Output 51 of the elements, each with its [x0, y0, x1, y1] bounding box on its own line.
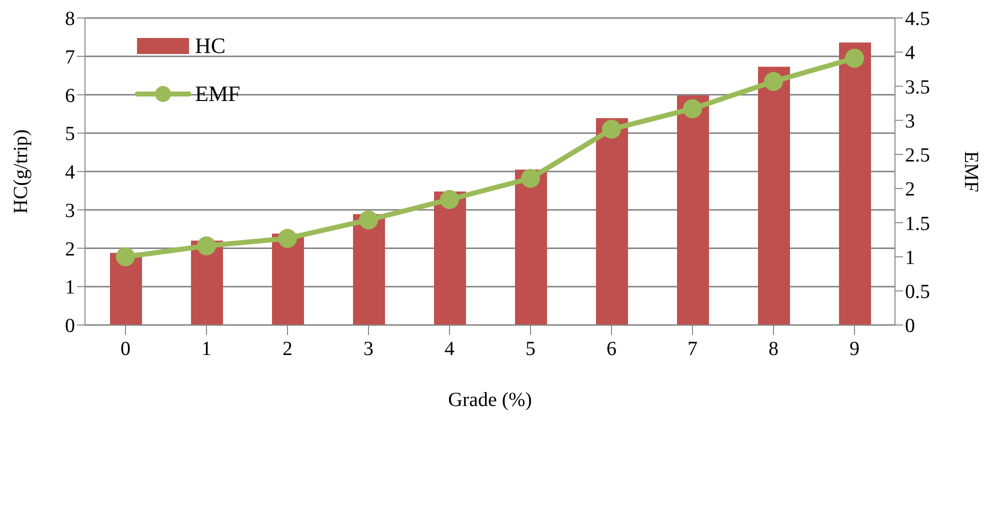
x-tick-label: 6	[606, 338, 616, 360]
bar	[596, 118, 628, 325]
x-tick-label: 2	[282, 338, 292, 360]
point	[521, 168, 540, 188]
y2-tick-label: 3	[905, 110, 915, 132]
point	[359, 210, 378, 230]
x-tick-label: 7	[688, 338, 698, 360]
point	[602, 120, 621, 139]
y-tick-label: 8	[65, 8, 75, 30]
point	[197, 236, 216, 256]
bar	[758, 66, 790, 325]
y-tick-label: 7	[65, 46, 75, 68]
legend-label: HC	[195, 33, 226, 59]
y2-tick-label: 0.5	[905, 280, 930, 303]
bar	[515, 170, 547, 325]
bar	[434, 191, 466, 325]
x-tick-label: 4	[444, 338, 454, 360]
point	[845, 48, 864, 68]
y-tick-label: 0	[65, 315, 75, 338]
x-tick-label: 8	[768, 338, 778, 360]
y2-tick-label: 2	[905, 178, 915, 201]
y2-tick-label: 3.5	[905, 76, 930, 98]
bar	[839, 42, 871, 325]
x-tick-label: 0	[120, 338, 130, 360]
point	[440, 190, 459, 209]
y-tick-label: 2	[65, 238, 75, 260]
y2-tick-label: 4.5	[905, 8, 930, 30]
y2-axis-title: EMF	[960, 150, 982, 192]
x-tick-label: 5	[526, 338, 536, 360]
point	[764, 72, 783, 91]
x-tick-label: 1	[202, 338, 212, 360]
y2-tick-label: 2.5	[905, 144, 930, 167]
y-tick-label: 1	[65, 276, 75, 299]
legend-label: EMF	[195, 81, 240, 107]
y2-tick-label: 4	[905, 42, 915, 64]
point	[278, 228, 297, 248]
y-axis-title: HC(g/trip)	[10, 129, 32, 214]
point	[116, 247, 135, 266]
x-axis-title: Grade (%)	[448, 389, 532, 411]
y-tick-label: 6	[65, 84, 75, 107]
y2-tick-label: 1	[905, 246, 915, 269]
bar	[677, 96, 709, 325]
y2-tick-label: 0	[905, 315, 915, 338]
x-tick-label: 3	[364, 338, 374, 360]
y2-tick-label: 1.5	[905, 212, 930, 235]
bar	[353, 214, 385, 325]
point	[683, 99, 702, 118]
y-tick-label: 4	[65, 162, 75, 184]
x-tick-label: 9	[850, 338, 860, 360]
y-tick-label: 3	[65, 200, 75, 222]
y-tick-label: 5	[65, 123, 75, 146]
